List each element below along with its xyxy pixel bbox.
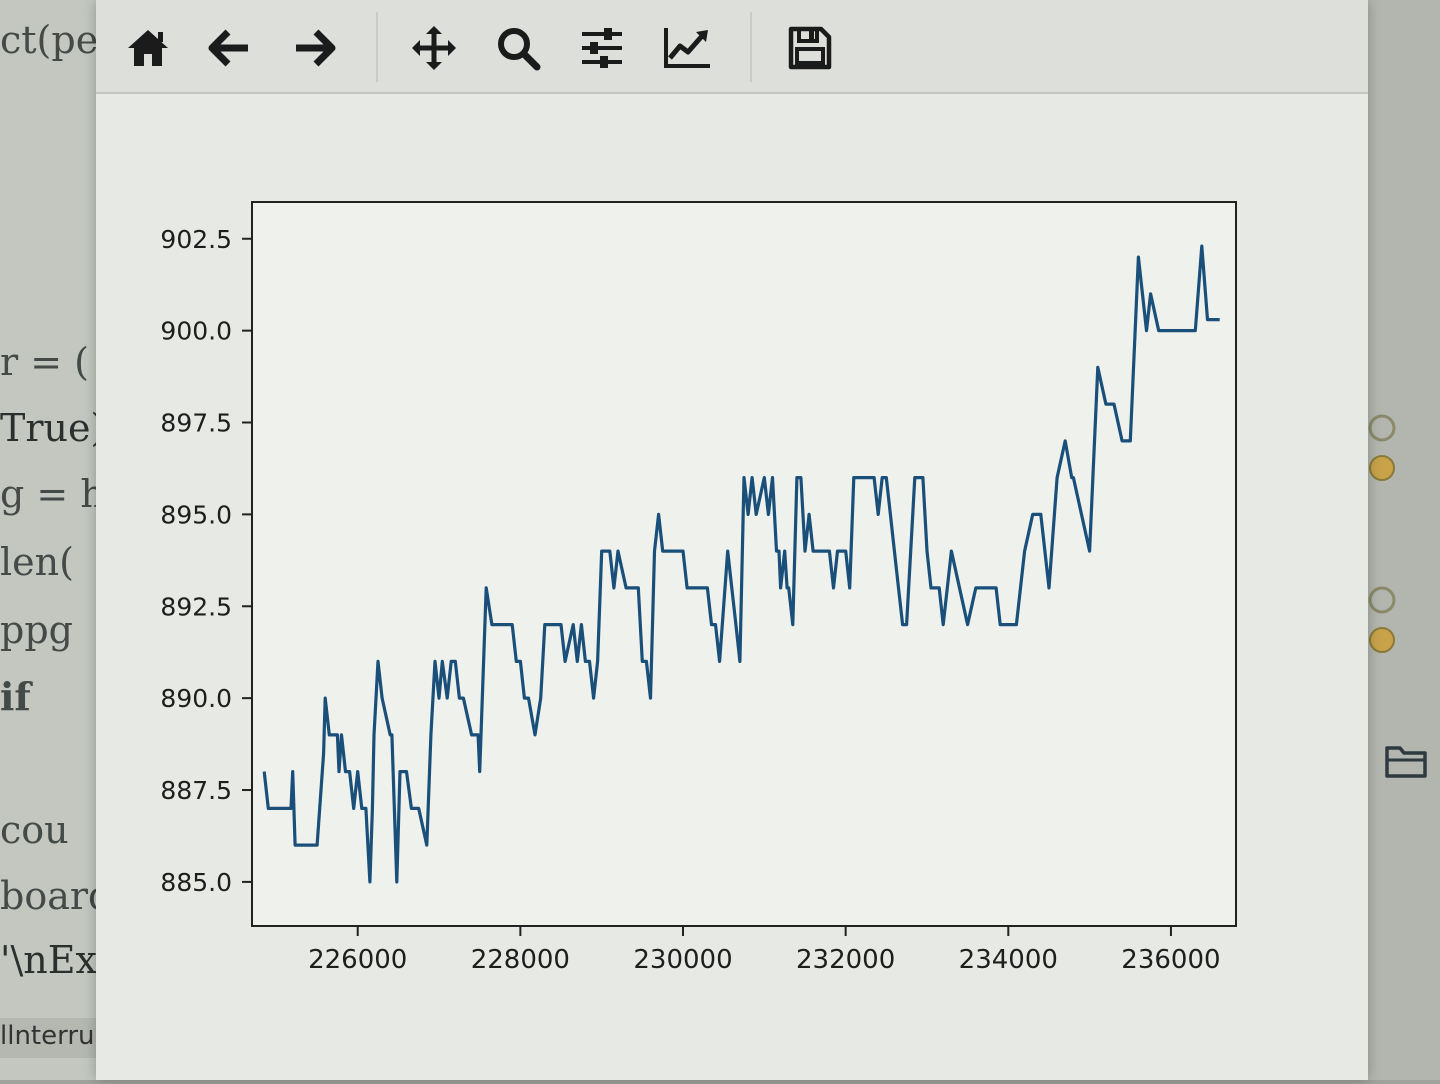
code-line: len( <box>0 540 74 584</box>
code-line: ct(pe <box>0 18 99 62</box>
notification-icon[interactable] <box>1368 408 1402 492</box>
plot-area <box>252 202 1236 926</box>
axes-frame <box>251 201 1237 927</box>
pan-button[interactable] <box>404 20 464 76</box>
home-button[interactable] <box>118 20 178 76</box>
code-line: g = h <box>0 472 100 516</box>
code-editor-background: ct(pe r = ( True) g = h len( ppg if cou … <box>0 0 100 1080</box>
configure-subplots-button[interactable] <box>572 20 632 76</box>
sliders-icon <box>582 28 622 68</box>
move-icon <box>412 26 456 70</box>
home-icon <box>128 30 168 66</box>
x-tick-label: 236000 <box>1121 945 1220 975</box>
folder-icon[interactable] <box>1384 740 1428 784</box>
arrow-right-icon <box>296 29 336 67</box>
arrow-left-icon <box>208 29 248 67</box>
code-line: board <box>0 874 100 918</box>
x-tick-label: 234000 <box>959 945 1058 975</box>
save-button[interactable] <box>780 20 840 76</box>
notification-icon[interactable] <box>1368 580 1402 664</box>
back-button[interactable] <box>200 20 260 76</box>
code-line: r = ( <box>0 340 89 384</box>
x-tick-label: 232000 <box>796 945 895 975</box>
line-chart: 885.0 887.5 890.0 892.5 895.0 897.5 900.0 902.5… <box>160 201 1237 975</box>
x-tick-label: 228000 <box>471 945 570 975</box>
code-line: ppg <box>0 608 73 652</box>
code-line: True) <box>0 406 100 450</box>
magnifier-icon <box>498 28 541 71</box>
figure-window: 885.0 887.5 890.0 892.5 895.0 897.5 900.0 902.5… <box>96 0 1368 1080</box>
series-line <box>262 244 1220 884</box>
y-tick-label: 902.5 <box>160 225 232 254</box>
y-tick-label: 885.0 <box>160 868 232 897</box>
y-tick-label: 887.5 <box>160 776 232 805</box>
y-tick-label: 892.5 <box>160 592 232 621</box>
floppy-disk-icon <box>788 26 832 70</box>
y-tick-label: 900.0 <box>160 317 232 346</box>
code-line: '\nEx <box>0 938 97 982</box>
toolbar-separator <box>376 12 378 82</box>
line-chart-icon <box>664 28 710 68</box>
code-line: cou <box>0 808 69 852</box>
y-tick-label: 897.5 <box>160 409 232 438</box>
forward-button[interactable] <box>284 20 344 76</box>
y-tick-label: 890.0 <box>160 684 232 713</box>
code-line: if <box>0 674 31 719</box>
zoom-button[interactable] <box>488 20 548 76</box>
figure-canvas[interactable]: 885.0 887.5 890.0 892.5 895.0 897.5 900.0 902.5… <box>96 94 1368 1080</box>
axes: 885.0 887.5 890.0 892.5 895.0 897.5 900.0 902.5… <box>160 201 1237 975</box>
x-tick-label: 226000 <box>308 945 407 975</box>
navigation-toolbar <box>96 0 1368 94</box>
edit-axis-button[interactable] <box>658 20 718 76</box>
y-tick-label: 895.0 <box>160 500 232 529</box>
toolbar-separator <box>750 12 752 82</box>
status-text: llnterru <box>0 1018 100 1058</box>
x-tick-label: 230000 <box>633 945 732 975</box>
ide-side-panel <box>1368 0 1440 1080</box>
